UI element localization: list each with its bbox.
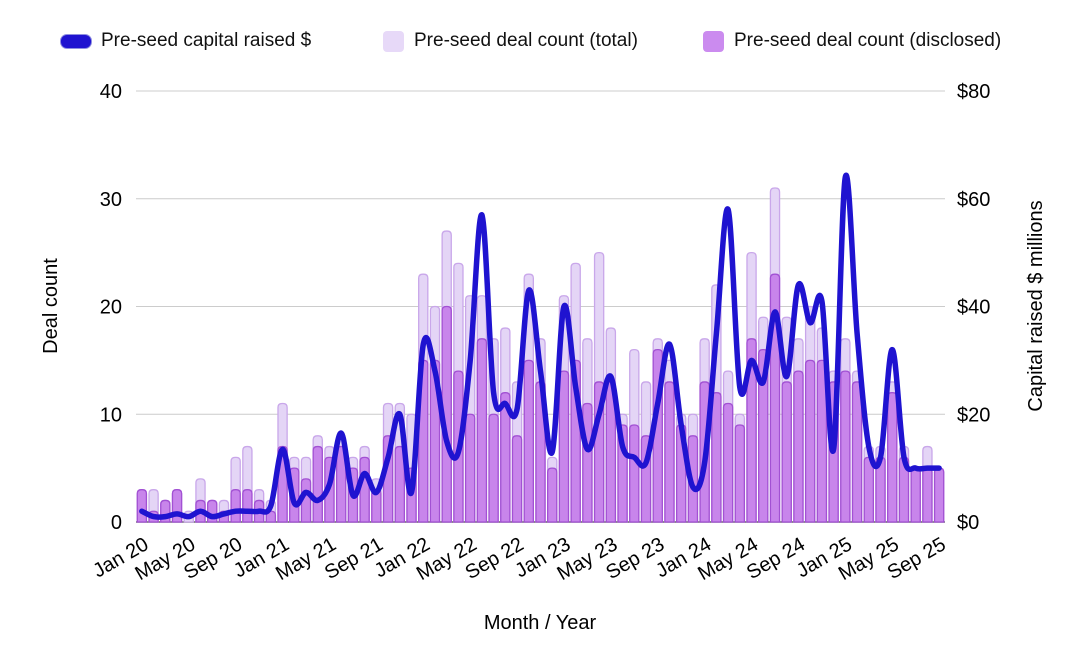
total-bar-swatch-icon xyxy=(383,30,404,52)
bar-disclosed-Oct-22[interactable] xyxy=(523,359,534,523)
bar-disclosed-Jun-22[interactable] xyxy=(476,338,488,523)
legend-item-capital-raised[interactable]: Pre-seed capital raised $ xyxy=(60,28,311,54)
bar-disclosed-May-22[interactable] xyxy=(464,413,476,523)
capital-raised-line[interactable] xyxy=(139,172,942,520)
disclosed-bar-swatch-icon xyxy=(703,30,724,52)
bar-disclosed-Mar-24[interactable] xyxy=(722,402,734,523)
legend-label: Pre-seed deal count (disclosed) xyxy=(734,30,1002,51)
left-axis-tick-30: 30 xyxy=(100,189,122,211)
left-axis-tick-20: 20 xyxy=(100,297,122,319)
capital-line-series xyxy=(139,172,942,520)
bar-disclosed-Sep-22[interactable] xyxy=(511,435,523,523)
bar-disclosed-Dec-22[interactable] xyxy=(547,467,558,523)
bar-disclosed-Mar-22[interactable] xyxy=(441,305,452,523)
bar-disclosed-May-25[interactable] xyxy=(887,392,898,523)
bar-disclosed-Jan-25[interactable] xyxy=(840,370,851,523)
left-axis-tick-0: 0 xyxy=(111,512,122,534)
bar-disclosed-Jul-25[interactable] xyxy=(910,467,921,523)
bar-disclosed-Mar-23[interactable] xyxy=(582,402,593,523)
legend-item-deal-count-total[interactable]: Pre-seed deal count (total) xyxy=(383,28,638,54)
bar-disclosed-Apr-24[interactable] xyxy=(734,424,746,523)
bar-disclosed-Jul-23[interactable] xyxy=(629,424,640,523)
bar-disclosed-Aug-22[interactable] xyxy=(500,392,511,523)
chart-legend: Pre-seed capital raised $ Pre-seed deal … xyxy=(0,28,1080,54)
bar-disclosed-Aug-24[interactable] xyxy=(781,381,792,523)
right-axis-tick-20: $20 xyxy=(957,404,990,426)
bar-disclosed-Jan-20[interactable] xyxy=(136,489,148,523)
bar-disclosed-Oct-23[interactable] xyxy=(664,381,675,523)
bar-disclosed-Mar-25[interactable] xyxy=(863,456,875,523)
bar-disclosed-Feb-25[interactable] xyxy=(851,381,863,523)
bar-disclosed-Jan-23[interactable] xyxy=(558,370,570,523)
bar-disclosed-Oct-24[interactable] xyxy=(804,359,816,523)
bar-disclosed-Sep-20[interactable] xyxy=(230,489,241,523)
legend-item-deal-count-disclosed[interactable]: Pre-seed deal count (disclosed) xyxy=(703,28,1001,54)
right-axis-tick-60: $60 xyxy=(957,189,990,211)
right-axis-tick-80: $80 xyxy=(957,81,990,103)
capital-line-swatch-icon xyxy=(60,33,92,49)
bar-disclosed-Apr-21[interactable] xyxy=(312,445,323,523)
bar-disclosed-May-24[interactable] xyxy=(746,338,757,523)
x-axis-title: Month / Year xyxy=(484,612,597,634)
left-axis-tick-40: 40 xyxy=(100,81,122,103)
right-axis-tick-0: $0 xyxy=(957,512,979,534)
bar-disclosed-Aug-25[interactable] xyxy=(922,467,933,523)
bar-disclosed-Aug-21[interactable] xyxy=(359,456,370,523)
left-axis-tick-10: 10 xyxy=(100,404,122,426)
right-axis-tick-40: $40 xyxy=(957,297,990,319)
right-axis-title: Capital raised $ millions xyxy=(1025,200,1047,411)
bar-disclosed-Feb-24[interactable] xyxy=(711,392,722,523)
bar-disclosed-Jul-22[interactable] xyxy=(488,413,499,523)
bar-disclosed-Mar-21[interactable] xyxy=(300,478,312,523)
legend-label: Pre-seed deal count (total) xyxy=(414,30,638,51)
left-axis-title: Deal count xyxy=(40,258,62,354)
legend-label: Pre-seed capital raised $ xyxy=(101,30,312,51)
bar-disclosed-Oct-20[interactable] xyxy=(242,489,253,523)
bar-disclosed-Sep-25[interactable] xyxy=(933,467,945,523)
bar-disclosed-Sep-24[interactable] xyxy=(793,370,804,523)
